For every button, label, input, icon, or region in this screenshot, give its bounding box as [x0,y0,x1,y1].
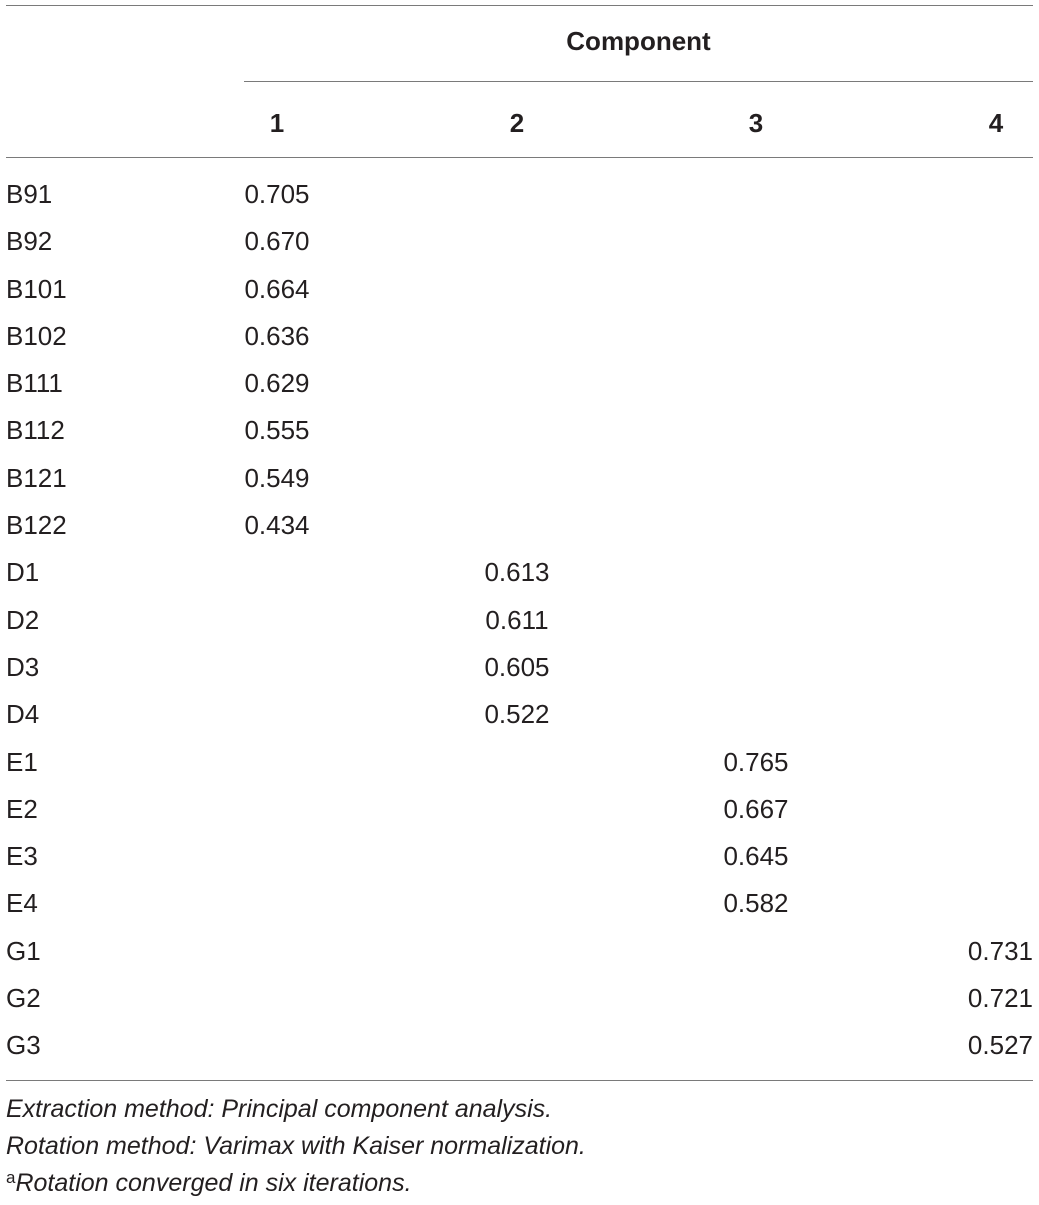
table-row: D2 0.611 [6,597,1033,644]
row-label: B92 [6,226,53,257]
footnote-convergence-text: Rotation converged in six iterations. [15,1169,412,1197]
footnote-rotation: Rotation method: Varimax with Kaiser nor… [6,1132,586,1160]
row-label: B122 [6,510,67,541]
table-row: B92 0.670 [6,218,1033,265]
table-row: B122 0.434 [6,502,1033,549]
table-body: B91 0.705 B92 0.670 B101 0.664 B102 0.636 B111 0.… [6,171,1033,1070]
loading-cell: 0.434 [244,510,310,541]
loading-cell: 0.527 [967,1030,1033,1061]
column-header-1: 1 [269,108,285,138]
loading-cell: 0.731 [967,935,1033,966]
row-label: G1 [6,935,41,966]
footnote-extraction: Extraction method: Principal component a… [6,1095,553,1123]
header-bottom-rule [6,157,1033,158]
loading-cell: 0.613 [484,557,550,588]
table-row: E1 0.765 [6,739,1033,786]
row-label: E4 [6,888,38,919]
table-row: E4 0.582 [6,880,1033,927]
row-label: D2 [6,604,40,635]
row-label: G2 [6,983,41,1014]
table-row: D3 0.605 [6,644,1033,691]
table-row: E3 0.645 [6,833,1033,880]
loading-cell: 0.721 [967,983,1033,1014]
loading-cell: 0.667 [723,793,789,824]
table-row: B101 0.664 [6,266,1033,313]
loading-cell: 0.549 [244,462,310,493]
row-label: B102 [6,320,67,351]
row-label: E3 [6,841,38,872]
table-row: G1 0.731 [6,928,1033,975]
table-row: D1 0.613 [6,549,1033,596]
row-label: E2 [6,793,38,824]
table-row: B102 0.636 [6,313,1033,360]
loading-cell: 0.629 [244,368,310,399]
row-label: B91 [6,179,53,209]
row-label: D3 [6,651,40,682]
table-row: B121 0.549 [6,455,1033,502]
footnote-marker: a [6,1168,16,1187]
row-label: E1 [6,746,38,777]
table-row: E2 0.667 [6,786,1033,833]
column-header-3: 3 [748,108,764,138]
table-row: D4 0.522 [6,691,1033,738]
table-row: B91 0.705 [6,171,1033,218]
loading-cell: 0.645 [723,841,789,872]
row-label: B121 [6,462,67,493]
table-footnotes: Extraction method: Principal component a… [6,1091,586,1202]
row-label: G3 [6,1030,41,1061]
loading-cell: 0.582 [723,888,789,919]
table-top-rule [6,5,1033,6]
loading-cell: 0.605 [484,651,550,682]
loading-cell: 0.611 [485,604,549,635]
loading-cell: 0.705 [244,179,310,209]
table-bottom-rule [6,1080,1033,1081]
column-header-4: 4 [988,108,1004,138]
loading-cell: 0.636 [244,320,310,351]
row-label: B111 [6,368,63,399]
component-header-rule [244,81,1033,82]
table-row: B112 0.555 [6,407,1033,454]
footnote-convergence: aRotation converged in six iterations. [6,1165,586,1202]
column-header-2: 2 [509,108,525,138]
table-row: G3 0.527 [6,1022,1033,1069]
table-row: G2 0.721 [6,975,1033,1022]
component-header: Component [566,26,711,56]
loading-cell: 0.664 [244,273,310,304]
loading-cell: 0.670 [244,226,310,257]
loading-cell: 0.765 [723,746,789,777]
table-row: B111 0.629 [6,360,1033,407]
row-label: D4 [6,699,40,730]
loading-cell: 0.555 [244,415,310,446]
row-label: B112 [6,415,65,446]
row-label: D1 [6,557,40,588]
loading-cell: 0.522 [484,699,550,730]
row-label: B101 [6,273,67,304]
